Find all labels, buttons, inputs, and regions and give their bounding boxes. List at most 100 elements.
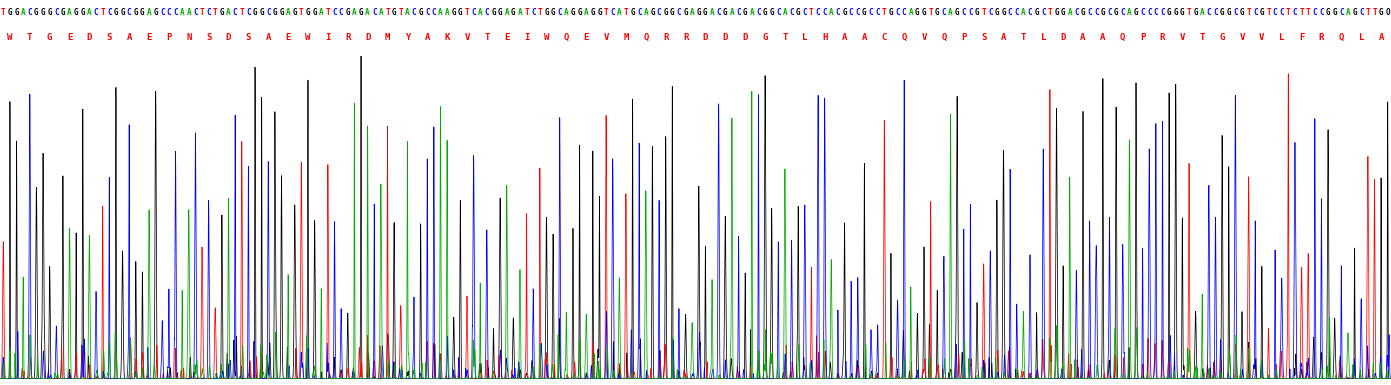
Text: G: G xyxy=(134,8,138,17)
Text: A: A xyxy=(266,33,271,42)
Text: R: R xyxy=(664,33,669,42)
Text: A: A xyxy=(1345,8,1351,17)
Text: S: S xyxy=(981,33,986,42)
Text: T: T xyxy=(1372,8,1377,17)
Text: G: G xyxy=(842,8,847,17)
Text: G: G xyxy=(273,8,277,17)
Text: F: F xyxy=(1299,33,1305,42)
Text: G: G xyxy=(253,8,257,17)
Text: G: G xyxy=(570,8,576,17)
Text: C: C xyxy=(637,8,641,17)
Text: C: C xyxy=(849,8,854,17)
Text: E: E xyxy=(146,33,152,42)
Text: G: G xyxy=(889,8,893,17)
Text: A: A xyxy=(479,8,483,17)
Text: G: G xyxy=(458,8,463,17)
Text: G: G xyxy=(1081,8,1085,17)
Text: G: G xyxy=(975,8,979,17)
Text: G: G xyxy=(491,8,495,17)
Text: T: T xyxy=(537,8,542,17)
Text: A: A xyxy=(690,8,694,17)
Text: G: G xyxy=(47,8,51,17)
Text: M: M xyxy=(385,33,391,42)
Text: G: G xyxy=(670,8,675,17)
Text: Q: Q xyxy=(1120,33,1125,42)
Text: C: C xyxy=(531,8,536,17)
Text: G: G xyxy=(1114,8,1118,17)
Text: C: C xyxy=(431,8,437,17)
Text: G: G xyxy=(597,8,602,17)
Text: W: W xyxy=(305,33,310,42)
Text: I: I xyxy=(325,33,331,42)
Text: G: G xyxy=(61,8,65,17)
Text: C: C xyxy=(1074,8,1078,17)
Text: L: L xyxy=(1040,33,1046,42)
Text: A: A xyxy=(285,8,291,17)
Text: G: G xyxy=(40,8,46,17)
Text: L: L xyxy=(1278,33,1284,42)
Text: A: A xyxy=(1200,8,1205,17)
Text: C: C xyxy=(371,8,377,17)
Text: E: E xyxy=(583,33,588,42)
Text: T: T xyxy=(1047,8,1052,17)
Text: S: S xyxy=(246,33,252,42)
Text: A: A xyxy=(618,8,622,17)
Text: A: A xyxy=(366,8,370,17)
Text: D: D xyxy=(702,33,708,42)
Text: G: G xyxy=(702,8,708,17)
Text: C: C xyxy=(896,8,900,17)
Text: Q: Q xyxy=(643,33,648,42)
Text: T: T xyxy=(782,33,787,42)
Text: G: G xyxy=(1167,8,1171,17)
Text: D: D xyxy=(1060,33,1066,42)
Text: S: S xyxy=(107,33,113,42)
Text: G: G xyxy=(1239,8,1245,17)
Text: T: T xyxy=(1187,8,1191,17)
Text: Y: Y xyxy=(405,33,410,42)
Text: C: C xyxy=(875,8,881,17)
Text: T: T xyxy=(1299,8,1303,17)
Text: G: G xyxy=(697,8,701,17)
Text: T: T xyxy=(1021,33,1027,42)
Text: A: A xyxy=(730,8,734,17)
Text: T: T xyxy=(26,33,32,42)
Text: E: E xyxy=(67,33,72,42)
Text: C: C xyxy=(961,8,967,17)
Text: G: G xyxy=(1259,8,1264,17)
Text: A: A xyxy=(505,8,509,17)
Text: C: C xyxy=(1359,8,1363,17)
Text: C: C xyxy=(1253,8,1257,17)
Text: G: G xyxy=(259,8,264,17)
Text: C: C xyxy=(1340,8,1344,17)
Text: A: A xyxy=(319,8,324,17)
Text: A: A xyxy=(227,8,231,17)
Text: G: G xyxy=(1352,8,1356,17)
Text: A: A xyxy=(127,33,132,42)
Text: C: C xyxy=(232,8,238,17)
Text: A: A xyxy=(21,8,25,17)
Text: V: V xyxy=(1259,33,1264,42)
Text: T: T xyxy=(465,8,469,17)
Text: A: A xyxy=(842,33,847,42)
Text: G: G xyxy=(313,8,317,17)
Text: A: A xyxy=(1100,33,1106,42)
Text: G: G xyxy=(510,8,516,17)
Text: A: A xyxy=(1127,8,1132,17)
Text: A: A xyxy=(861,33,867,42)
Text: G: G xyxy=(1378,8,1384,17)
Text: R: R xyxy=(1319,33,1324,42)
Text: C: C xyxy=(246,8,250,17)
Text: A: A xyxy=(424,33,430,42)
Text: T: T xyxy=(325,8,330,17)
Text: G: G xyxy=(769,8,773,17)
Text: C: C xyxy=(1319,8,1324,17)
Text: D: D xyxy=(225,33,231,42)
Text: T: T xyxy=(981,8,986,17)
Text: A: A xyxy=(405,8,410,17)
Text: T: T xyxy=(928,8,933,17)
Text: C: C xyxy=(869,8,874,17)
Text: T: T xyxy=(1287,8,1291,17)
Text: G: G xyxy=(723,8,727,17)
Text: C: C xyxy=(1273,8,1277,17)
Text: G: G xyxy=(1193,8,1198,17)
